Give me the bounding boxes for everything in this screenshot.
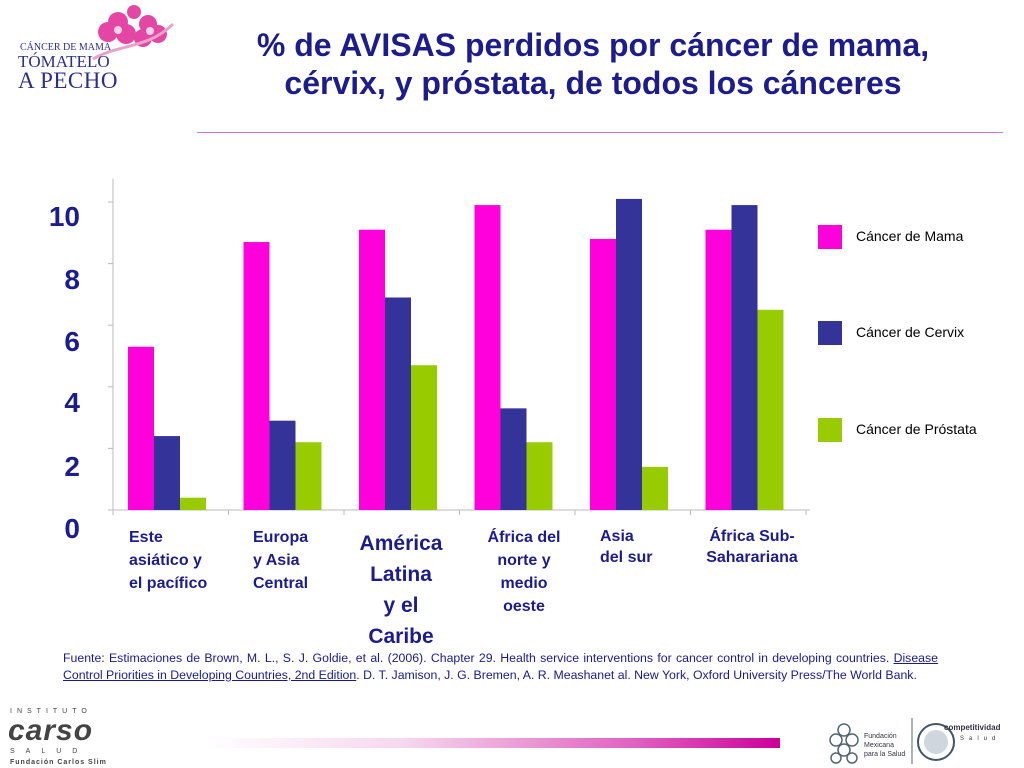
competitividad-line1: competitividad <box>944 723 1001 732</box>
legend-swatch <box>818 321 842 345</box>
source-link[interactable]: Disease Control Priorities in Developing… <box>63 651 938 682</box>
legend-label: Cáncer de Cervix <box>856 324 965 340</box>
page-title: % de AVISAS perdidos por cáncer de mama,… <box>168 26 1018 102</box>
logo-line3: A PECHO <box>18 68 118 93</box>
bar-cervix <box>500 408 527 510</box>
fundacion-mexicana-salud-logo: Fundación Mexicana para la Salud <box>829 718 913 764</box>
y-tick-label: 2 <box>64 451 80 482</box>
category-label-line: Latina <box>370 563 432 586</box>
category-label-line: Este <box>129 529 163 546</box>
bar-mama <box>359 229 385 510</box>
bar-cervix <box>616 198 642 511</box>
fundacion-line3: para la Salud <box>864 751 905 758</box>
title-line1: % de AVISAS perdidos por cáncer de mama, <box>256 27 930 63</box>
bar-mama <box>128 346 154 510</box>
legend-swatch <box>818 225 842 249</box>
bar-cervix <box>269 420 296 510</box>
y-tick-label: 8 <box>64 264 80 295</box>
carso-salud-text: SALUD <box>10 748 88 755</box>
bar-prostata <box>411 365 437 510</box>
category-label-line: del sur <box>600 549 653 566</box>
bar-prostata <box>642 466 668 510</box>
source-prefix: Fuente: Estimaciones de Brown, M. L., S.… <box>63 651 894 665</box>
category-label-line: África del <box>487 529 561 546</box>
carso-top-text: INSTITUTO <box>10 708 92 715</box>
tomatelo-a-pecho-logo: CÁNCER DE MAMA TÓMATELO A PECHO <box>10 4 175 104</box>
y-tick-label: 0 <box>64 513 80 544</box>
category-label-line: medio <box>500 575 548 592</box>
title-line2: cérvix, y próstata, de todos los cáncere… <box>284 65 902 101</box>
logo-line1: CÁNCER DE MAMA <box>20 42 112 53</box>
legend-label: Cáncer de Próstata <box>856 421 977 437</box>
carso-name-text: carso <box>8 714 93 747</box>
footer-gradient-bar <box>205 738 780 748</box>
bar-mama <box>474 205 501 510</box>
bar-mama <box>590 238 616 510</box>
category-label-line: asiático y <box>129 552 202 569</box>
bar-cervix <box>154 436 180 510</box>
y-tick-label: 4 <box>64 387 80 418</box>
bar-mama <box>705 229 732 510</box>
bar-prostata <box>295 442 322 510</box>
category-label: África Sub- Saharariana <box>694 526 810 568</box>
fundacion-line2: Mexicana <box>864 742 894 749</box>
category-label-line: América <box>359 532 443 555</box>
category-label: África del norte y medio oeste <box>476 526 572 618</box>
legend-swatch <box>818 418 842 442</box>
y-tick-label: 10 <box>49 201 80 232</box>
legend-label: Cáncer de Mama <box>856 228 964 244</box>
category-label-line: Central <box>253 575 309 592</box>
category-label-line: y Asia <box>253 552 300 569</box>
bar-cervix <box>385 297 411 510</box>
logo-line2: TÓMATELO <box>18 52 110 71</box>
competitividad-salud-logo: competitividad Salud <box>917 723 1001 761</box>
category-label: Asia del sur <box>600 526 652 568</box>
category-label-line: África Sub- <box>709 528 795 545</box>
category-label-line: Asia <box>600 528 634 545</box>
category-label-line: norte y <box>497 552 551 569</box>
category-label: Este asiático y el pacífico <box>129 526 207 595</box>
fundacion-line1: Fundación <box>864 733 897 740</box>
category-label-line: el pacífico <box>129 575 208 592</box>
instituto-carso-salud-logo: INSTITUTO carso SALUD Fundación Carlos S… <box>8 708 107 766</box>
bar-prostata <box>180 497 206 510</box>
title-divider <box>197 132 1003 133</box>
bar-cervix <box>731 205 758 510</box>
category-label-line: Europa <box>253 529 309 546</box>
category-label-line: y el <box>383 594 419 617</box>
competitividad-line2: Salud <box>960 736 1000 742</box>
category-label-line: Caribe <box>368 625 434 648</box>
bar-prostata <box>526 442 553 510</box>
source-suffix: . D. T. Jamison, J. G. Bremen, A. R. Mea… <box>356 668 917 682</box>
bar-prostata <box>757 309 784 510</box>
source-citation: Fuente: Estimaciones de Brown, M. L., S.… <box>63 650 938 684</box>
category-label-line: oeste <box>503 598 545 615</box>
carso-sub-text: Fundación Carlos Slim <box>10 759 107 766</box>
category-label: América Latina y el Caribe <box>346 528 456 652</box>
y-tick-label: 6 <box>64 326 80 357</box>
category-label: Europa y Asia Central <box>253 526 308 595</box>
category-label-line: Saharariana <box>706 549 798 566</box>
bar-mama <box>243 242 270 511</box>
flowers-icon <box>92 5 175 61</box>
